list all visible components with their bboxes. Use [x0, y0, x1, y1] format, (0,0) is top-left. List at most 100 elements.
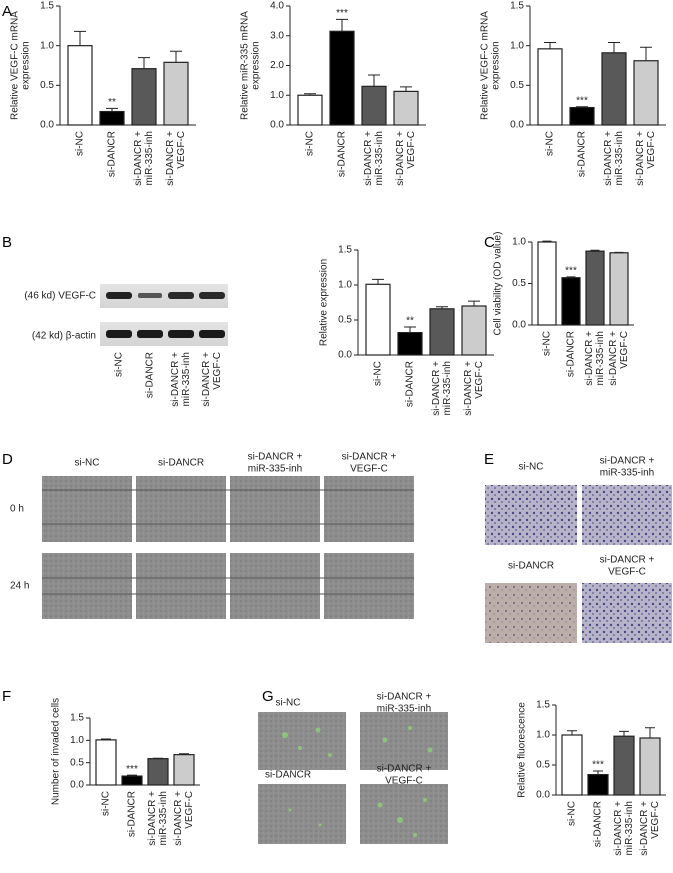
blot-lane-label: si-NC [114, 352, 125, 377]
bar [297, 94, 323, 126]
error-bar [372, 278, 384, 285]
x-tick-label: si-DANCR + [147, 791, 158, 846]
bar [609, 252, 629, 326]
y-axis-label: Relative VEGF-C mRNA [480, 11, 491, 120]
significance-label: *** [576, 95, 588, 106]
x-tick-label: si-DANCR + [608, 331, 619, 386]
error-bar [368, 74, 380, 87]
significance-label: *** [565, 266, 577, 277]
bar [639, 737, 661, 796]
y-tick-label: 0.5 [40, 80, 54, 91]
fluorescence-label: si-DANCR + [377, 692, 432, 703]
panel-label: B [2, 234, 12, 251]
x-tick-label: si-NC [542, 331, 553, 356]
y-tick-label: 0.0 [510, 120, 524, 131]
bar [587, 773, 609, 796]
y-tick-label: 1.0 [510, 40, 524, 51]
wound-column-label: miR-335-inh [248, 464, 302, 475]
error-bar [74, 30, 86, 46]
bar [361, 85, 387, 126]
wound-column-label: si-DANCR [158, 458, 204, 469]
x-tick-label: si-DANCR + [395, 131, 406, 186]
wound-column-label: si-NC [75, 458, 100, 469]
x-tick-label: VEGF-C [619, 331, 630, 369]
panel-label: G [262, 688, 274, 705]
bar [329, 30, 355, 126]
x-tick-label: miR-335-inh [442, 361, 453, 415]
bar [537, 241, 557, 326]
bar [163, 61, 189, 126]
panel-label: A [2, 3, 12, 20]
fluorescence-label: si-NC [276, 698, 301, 709]
bar [121, 775, 143, 786]
bar [131, 68, 157, 126]
x-tick-label: VEGF-C [646, 131, 657, 169]
bar [537, 48, 563, 126]
bar [561, 277, 581, 326]
x-tick-label: si-DANCR + [613, 801, 624, 856]
y-tick-label: 1.0 [338, 280, 352, 291]
blot-band-label: (46 kd) VEGF-C [24, 291, 96, 302]
x-tick-label: si-NC [101, 791, 112, 816]
significance-label: *** [592, 760, 604, 771]
x-tick-label: miR-335-inh [624, 801, 635, 855]
bar [429, 308, 455, 356]
panel-label: D [2, 451, 13, 468]
bar [633, 60, 659, 126]
invasion-label: si-NC [519, 462, 544, 473]
invasion-label: VEGF-C [608, 567, 646, 578]
bar [365, 283, 391, 356]
x-tick-label: si-NC [75, 131, 86, 156]
x-tick-label: si-DANCR [107, 131, 118, 177]
x-tick-label: si-DANCR + [584, 331, 595, 386]
y-axis-label: Number of invaded cells [51, 698, 62, 805]
x-tick-label: si-DANCR + [635, 131, 646, 186]
x-tick-label: si-DANCR [577, 131, 588, 177]
x-tick-label: si-DANCR [405, 361, 416, 407]
invasion-label: si-DANCR + [600, 555, 655, 566]
y-tick-label: 0.0 [536, 790, 550, 801]
y-tick-label: 4.0 [270, 1, 284, 12]
x-tick-label: VEGF-C [176, 131, 187, 169]
panel-label: F [2, 688, 11, 705]
x-tick-label: si-NC [567, 801, 578, 826]
blot-lane-label: si-DANCR [145, 352, 156, 398]
bar [393, 90, 419, 126]
y-axis-label: Relative fluorescence [517, 702, 528, 798]
blot-band-label: (42 kd) β-actin [32, 331, 96, 342]
panel-label: C [484, 234, 495, 251]
error-bar [567, 730, 577, 735]
blot-image [100, 284, 228, 346]
error-bar [468, 300, 480, 306]
significance-label: ** [406, 316, 414, 327]
y-tick-label: 0.5 [338, 315, 352, 326]
x-tick-label: miR-335-inh [614, 131, 625, 185]
x-tick-label: si-NC [373, 361, 384, 386]
bar [585, 250, 605, 326]
bar [461, 305, 487, 356]
x-tick-label: si-NC [305, 131, 316, 156]
y-tick-label: 0.0 [270, 120, 284, 131]
bar [601, 52, 627, 126]
bar [67, 45, 93, 126]
bar [397, 332, 423, 356]
error-bar [608, 41, 620, 53]
y-tick-label: 0.0 [512, 320, 526, 331]
y-axis-label: Relative miR-335 mRNA [240, 11, 251, 120]
x-tick-label: miR-335-inh [158, 791, 169, 845]
error-bar [336, 18, 348, 32]
y-tick-label: 1.0 [70, 735, 84, 746]
invasion-images [485, 485, 672, 643]
y-tick-label: 0.0 [338, 350, 352, 361]
x-tick-label: VEGF-C [184, 791, 195, 829]
x-tick-label: si-DANCR [127, 791, 138, 837]
error-bar [640, 46, 652, 61]
y-tick-label: 1.0 [270, 90, 284, 101]
x-tick-label: VEGF-C [650, 801, 661, 839]
x-tick-label: si-DANCR + [363, 131, 374, 186]
y-tick-label: 0.5 [512, 278, 526, 289]
y-axis-label: expression [251, 41, 262, 89]
y-axis-label: expression [491, 41, 502, 89]
significance-label: ** [108, 97, 116, 108]
